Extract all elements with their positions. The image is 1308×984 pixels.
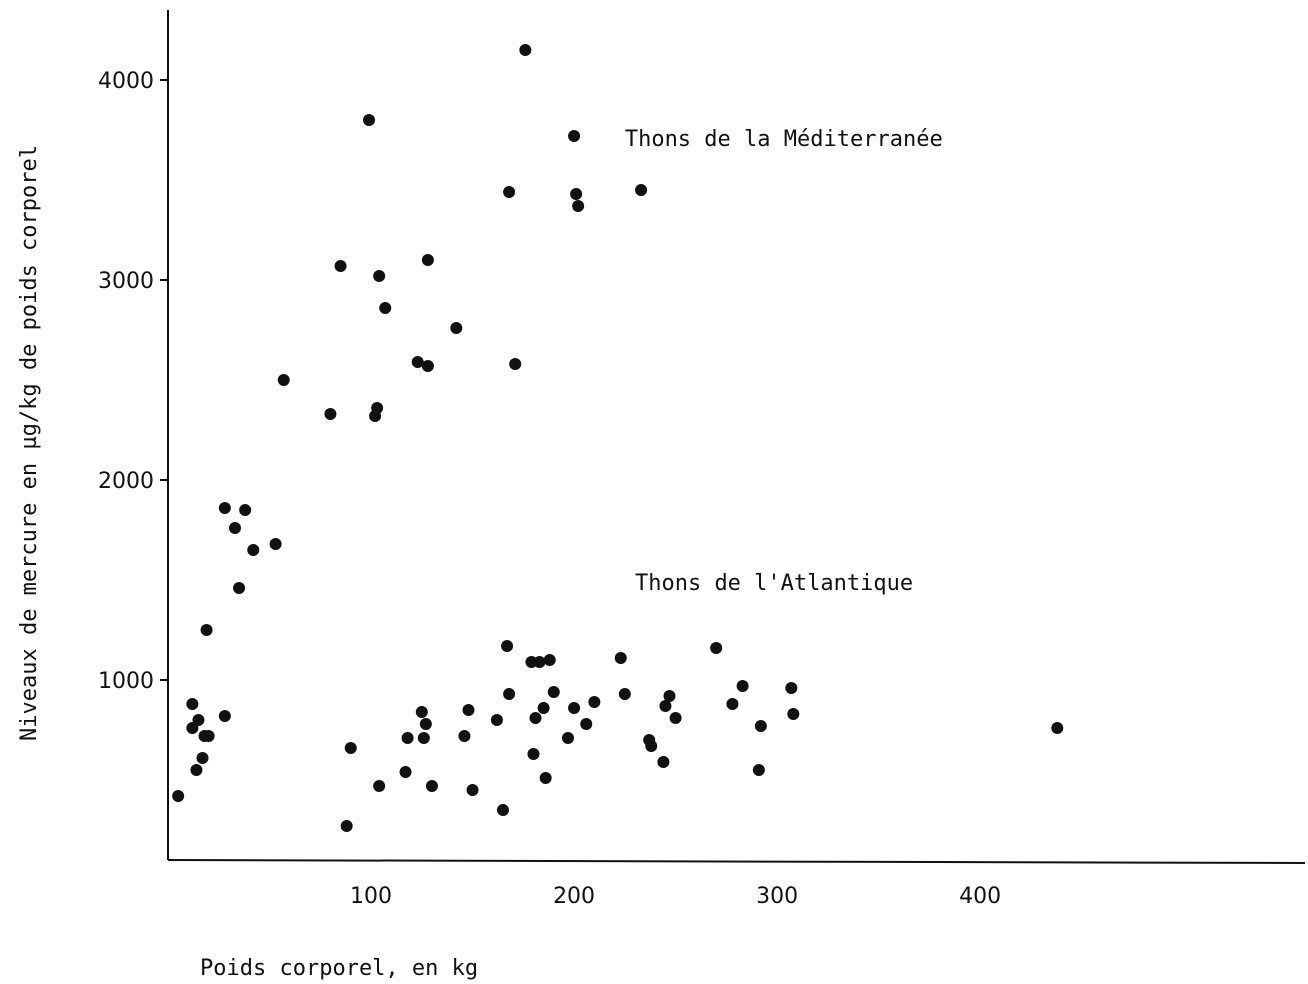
data-point [229, 522, 241, 534]
data-point [379, 302, 391, 314]
data-point [172, 790, 184, 802]
data-point [341, 820, 353, 832]
data-point [503, 186, 515, 198]
data-point [1051, 722, 1063, 734]
data-point [657, 756, 669, 768]
x-axis-line [168, 860, 1305, 863]
data-point [416, 706, 428, 718]
annotations: Thons de la Méditerranée Thons de l'Atlan… [625, 127, 943, 596]
data-point [239, 504, 251, 516]
data-point [420, 718, 432, 730]
y-tick-label: 2000 [98, 469, 154, 494]
data-point [540, 772, 552, 784]
data-point [519, 44, 531, 56]
data-point [201, 624, 213, 636]
data-point [568, 702, 580, 714]
annotation-label: Thons de l'Atlantique [635, 571, 913, 596]
data-point [422, 360, 434, 372]
data-point [450, 322, 462, 334]
series-atlantique [172, 624, 1063, 832]
data-point [497, 804, 509, 816]
data-point [491, 714, 503, 726]
data-point [233, 582, 245, 594]
data-point [335, 260, 347, 272]
data-point [737, 680, 749, 692]
x-tick-label: 200 [553, 884, 595, 909]
data-point [548, 686, 560, 698]
data-point [219, 710, 231, 722]
data-point [538, 702, 550, 714]
data-point [570, 188, 582, 200]
tick-labels: 1000 2000 3000 4000 100 200 300 400 [98, 69, 1001, 909]
data-point [527, 748, 539, 760]
data-point [670, 712, 682, 724]
data-point [190, 764, 202, 776]
y-tick-label: 4000 [98, 69, 154, 94]
x-axis-label: Poids corporel, en kg [200, 956, 478, 981]
series-mediterranee [219, 44, 647, 594]
data-point [534, 656, 546, 668]
data-point [753, 764, 765, 776]
tick-marks [160, 80, 168, 680]
data-point [787, 708, 799, 720]
data-point [588, 696, 600, 708]
data-point [371, 402, 383, 414]
y-tick-label: 3000 [98, 269, 154, 294]
data-point [373, 270, 385, 282]
data-points [172, 44, 1063, 832]
data-point [324, 408, 336, 420]
x-tick-label: 100 [350, 884, 392, 909]
data-point [219, 502, 231, 514]
data-point [426, 780, 438, 792]
x-tick-label: 300 [756, 884, 798, 909]
data-point [562, 732, 574, 744]
data-point [418, 732, 430, 744]
data-point [645, 740, 657, 752]
data-point [270, 538, 282, 550]
x-tick-label: 400 [959, 884, 1001, 909]
data-point [363, 114, 375, 126]
data-point [726, 698, 738, 710]
data-point [635, 184, 647, 196]
data-point [422, 254, 434, 266]
data-point [247, 544, 259, 556]
data-point [785, 682, 797, 694]
data-point [197, 752, 209, 764]
data-point [544, 654, 556, 666]
data-point [467, 784, 479, 796]
data-point [192, 714, 204, 726]
data-point [568, 130, 580, 142]
data-point [503, 688, 515, 700]
data-point [203, 730, 215, 742]
y-tick-label: 1000 [98, 669, 154, 694]
data-point [373, 780, 385, 792]
data-point [458, 730, 470, 742]
annotation-label: Thons de la Méditerranée [625, 127, 943, 152]
data-point [400, 766, 412, 778]
data-point [615, 652, 627, 664]
data-point [572, 200, 584, 212]
data-point [580, 718, 592, 730]
data-point [501, 640, 513, 652]
data-point [402, 732, 414, 744]
data-point [755, 720, 767, 732]
data-point [509, 358, 521, 370]
data-point [529, 712, 541, 724]
data-point [278, 374, 290, 386]
data-point [663, 690, 675, 702]
data-point [619, 688, 631, 700]
data-point [186, 698, 198, 710]
data-point [345, 742, 357, 754]
y-axis-label: Niveaux de mercure en µg/kg de poids cor… [17, 145, 42, 741]
data-point [462, 704, 474, 716]
data-point [710, 642, 722, 654]
